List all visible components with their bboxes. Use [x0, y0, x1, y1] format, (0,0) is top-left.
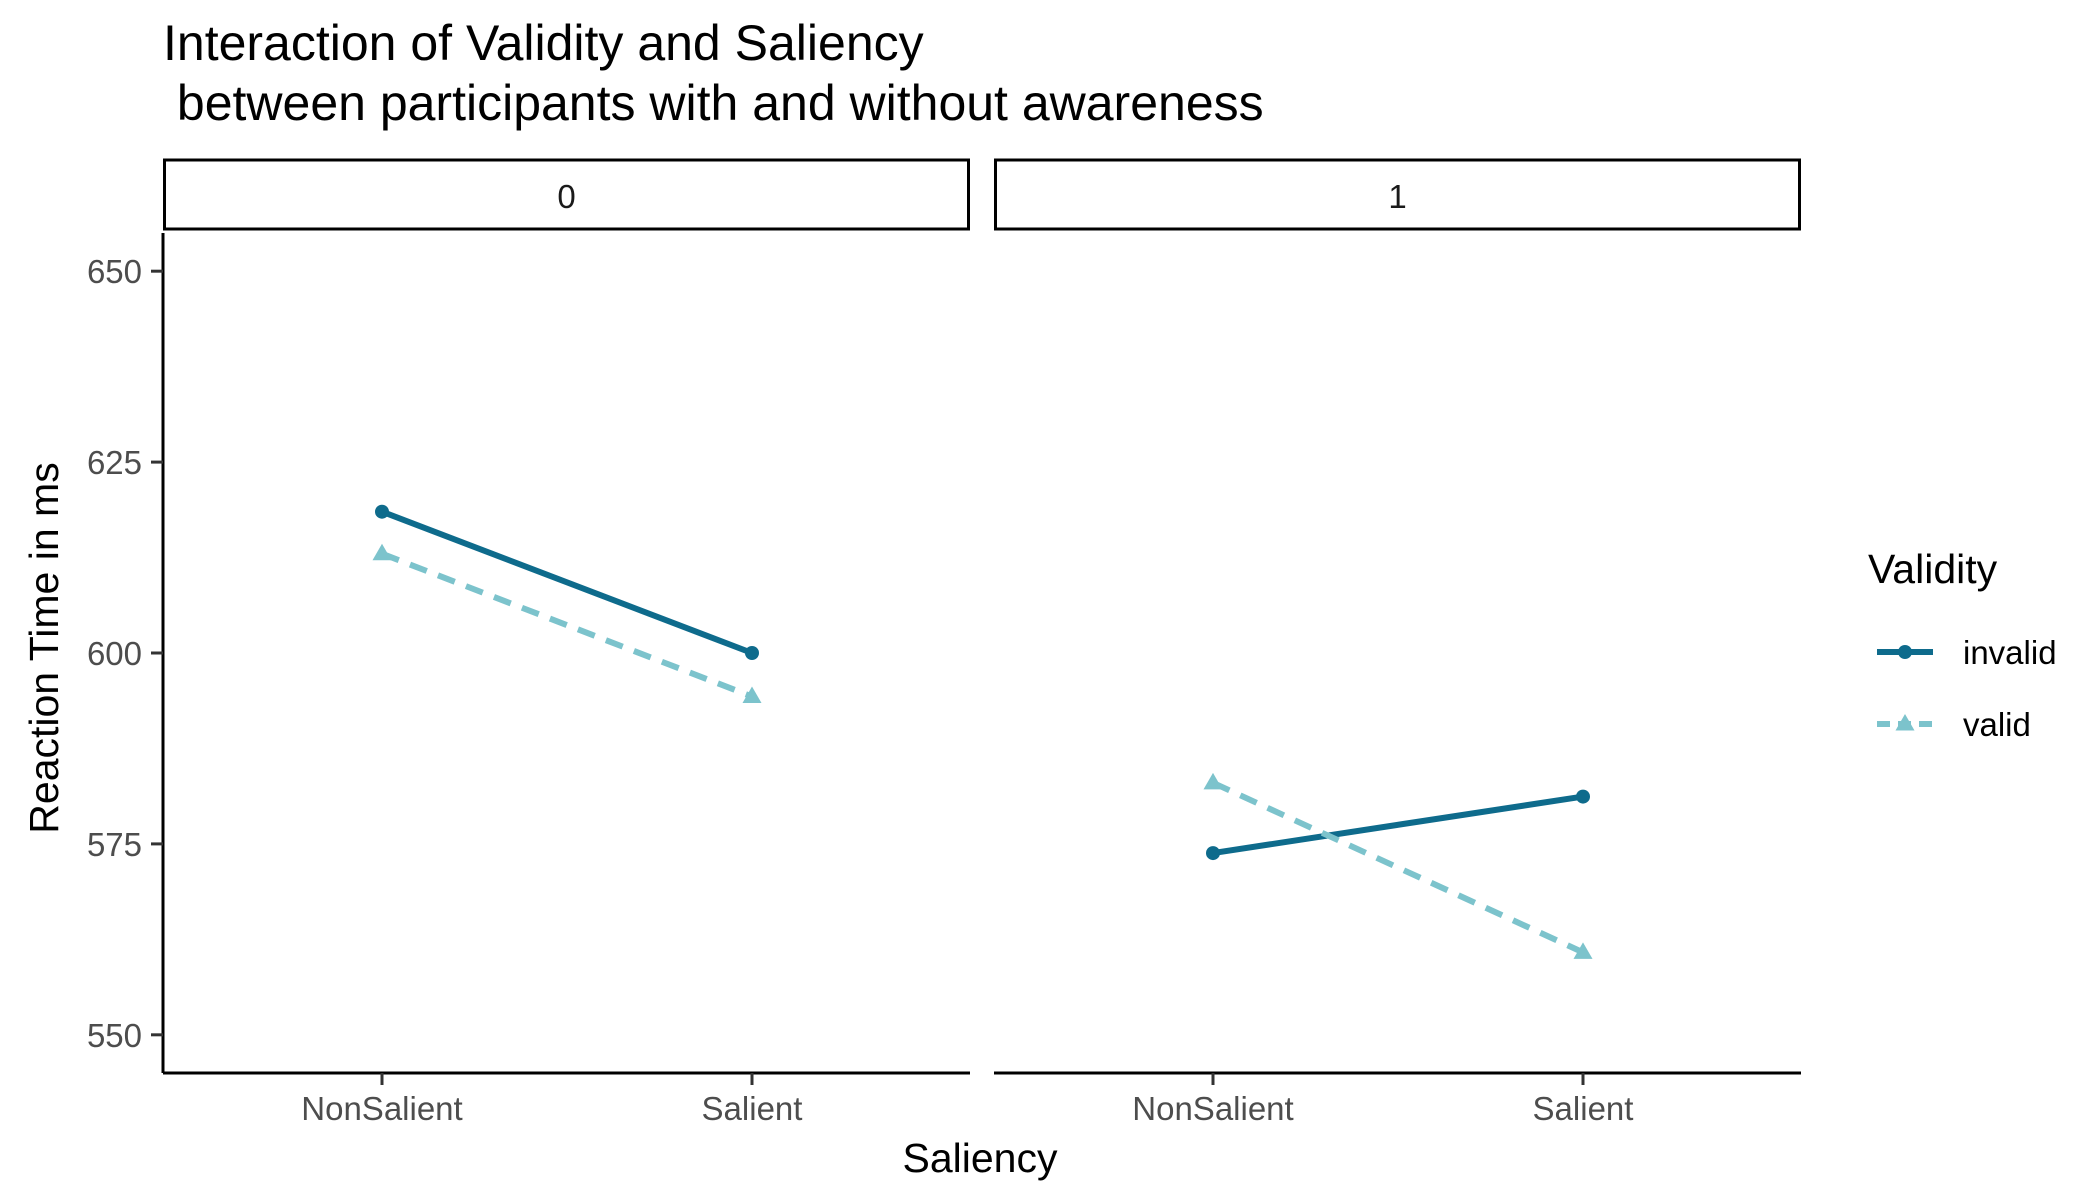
data-point-invalid-panel-0-Salient	[745, 646, 759, 660]
y-tick-label-650: 650	[87, 253, 142, 290]
legend-label-invalid: invalid	[1963, 634, 2057, 671]
series-line-valid-panel-1	[1211, 780, 1585, 956]
series-line-invalid-panel-0	[380, 508, 754, 656]
y-tick-label-625: 625	[87, 444, 142, 481]
y-tick-label-575: 575	[87, 826, 142, 863]
data-point-valid-panel-0-NonSalient	[372, 543, 392, 561]
facet-strip-1	[994, 158, 1801, 231]
facet-strip-label-1: 1	[1388, 178, 1406, 215]
legend-title: Validity	[1868, 546, 1998, 592]
legend-label-valid: valid	[1963, 706, 2031, 743]
facet-panel-1: 1 NonSalient Salient	[994, 158, 1801, 1127]
x-tick-label-0-NonSalient: NonSalient	[301, 1090, 462, 1127]
x-tick-label-1-NonSalient: NonSalient	[1132, 1090, 1293, 1127]
facet-strip-label-0: 0	[557, 178, 575, 215]
data-point-valid-panel-1-NonSalient	[1203, 772, 1223, 790]
data-point-valid-panel-0-Salient	[742, 686, 762, 704]
series-line-valid-panel-0	[380, 550, 754, 700]
data-point-valid-panel-1-Salient	[1573, 942, 1593, 959]
legend-key-marker-valid	[1895, 714, 1915, 731]
x-tick-label-0-Salient: Salient	[702, 1090, 803, 1127]
x-axis-label: Saliency	[903, 1135, 1058, 1181]
series-line-invalid-panel-1	[1212, 793, 1584, 857]
legend: Validity invalid valid	[1868, 546, 2057, 743]
facet-strip-0	[163, 158, 970, 231]
data-point-invalid-panel-1-Salient	[1576, 789, 1590, 804]
panels: 0 NonSalient Salient 1 NonSalient Salient	[163, 158, 1801, 1127]
y-tick-label-550: 550	[87, 1017, 142, 1054]
y-tick-label-600: 600	[87, 635, 142, 672]
y-axis: 550 575 600 625 650	[87, 233, 165, 1073]
data-point-invalid-panel-0-NonSalient	[375, 504, 389, 519]
chart-title-line2: between participants with and without aw…	[163, 75, 1264, 131]
chart-title-line1: Interaction of Validity and Saliency	[163, 15, 924, 71]
facet-panel-0: 0 NonSalient Salient	[163, 158, 970, 1127]
x-tick-label-1-Salient: Salient	[1533, 1090, 1634, 1127]
y-axis-label: Reaction Time in ms	[21, 462, 67, 833]
data-point-invalid-panel-1-NonSalient	[1206, 846, 1220, 861]
legend-key-marker-invalid	[1898, 645, 1912, 659]
